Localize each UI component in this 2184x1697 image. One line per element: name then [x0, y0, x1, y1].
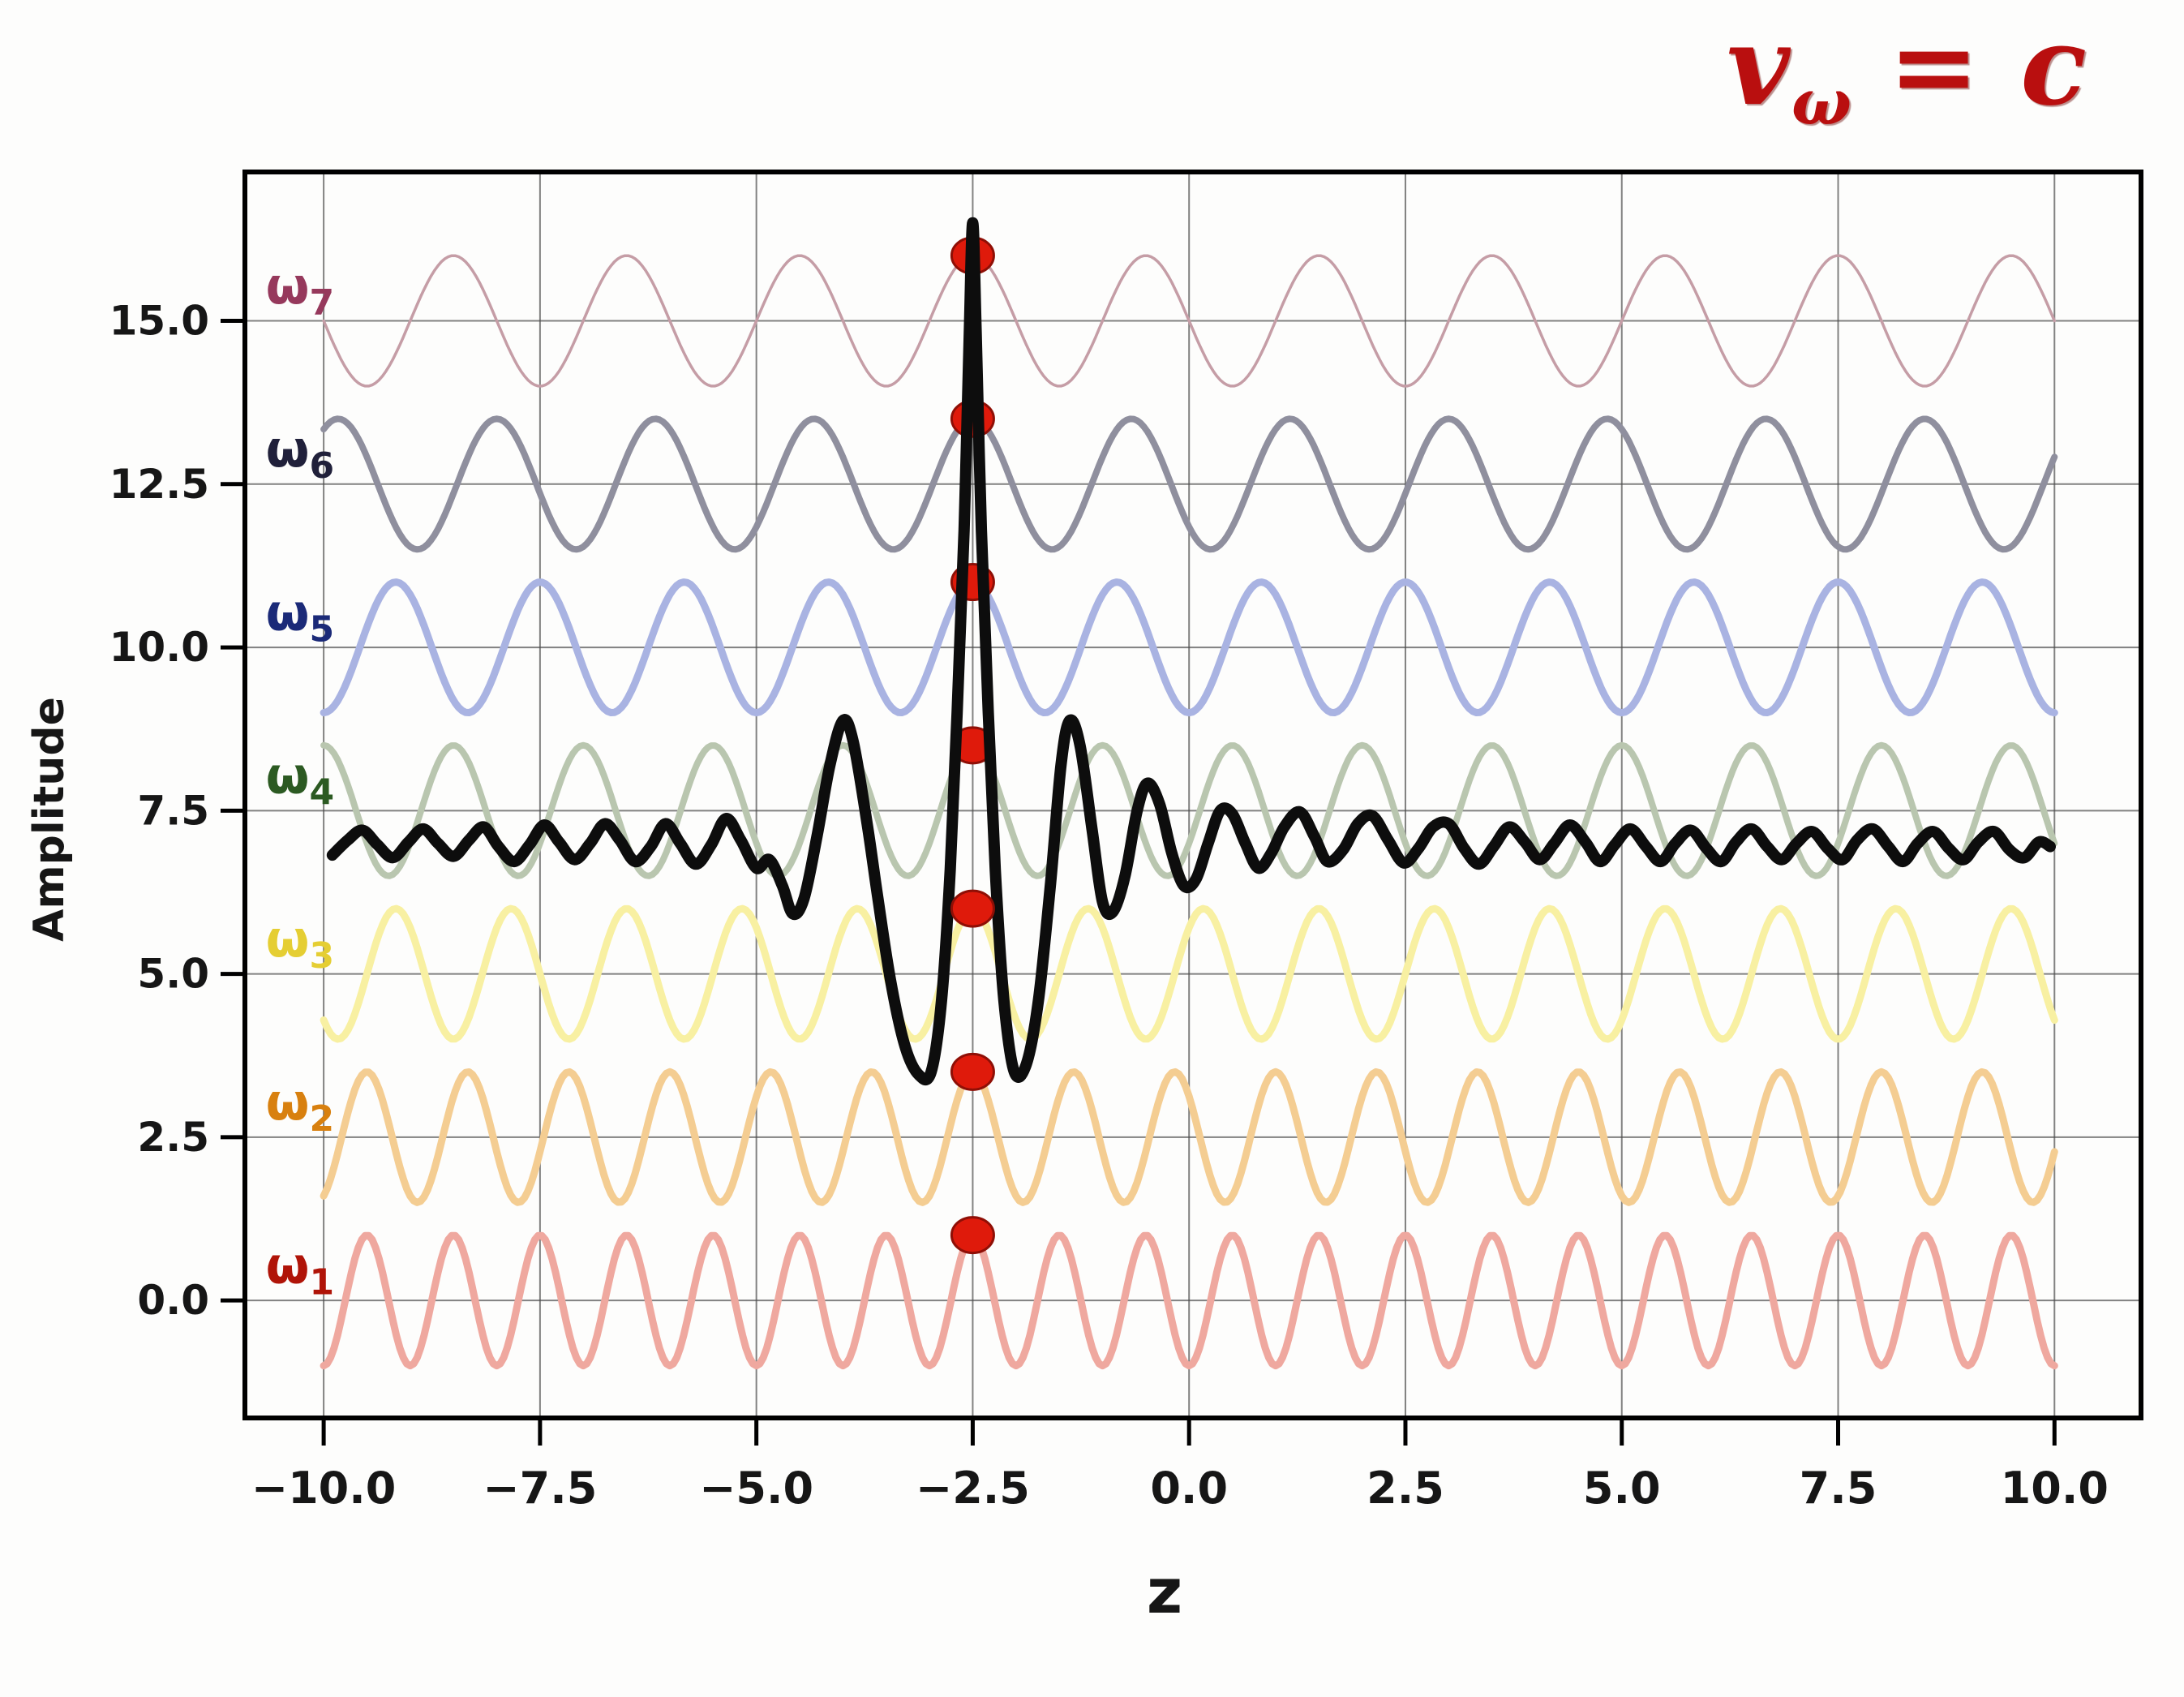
wave-packet-curve	[326, 217, 2056, 1085]
wave-label-omega-1: ω1	[266, 1235, 335, 1303]
y-tick-label: 0.0	[137, 1277, 209, 1324]
y-tick-label: 2.5	[137, 1114, 209, 1161]
wave-label-omega-3: ω3	[266, 909, 335, 977]
packet-curve-superposition	[326, 217, 2056, 1085]
phase-marker-dot	[950, 889, 995, 928]
x-tick-label: 5.0	[1583, 1463, 1661, 1514]
axis-ticks: −10.0 −7.5 −5.0 −2.5 0.0 2.5 5.0 7.5 10.0 0.0 2.5 5…	[109, 298, 2109, 1514]
wave-label-omega-6: ω6	[266, 419, 335, 487]
x-tick-label: 2.5	[1367, 1463, 1444, 1514]
x-axis-title: z	[1147, 1555, 1182, 1627]
title-equals-c: = c	[1888, 2, 2088, 130]
y-tick-label: 12.5	[109, 461, 209, 508]
wave-omega-3	[320, 904, 2058, 1043]
phase-marker-dot	[950, 1052, 995, 1091]
wave-omega-5	[320, 578, 2058, 717]
y-tick-label: 15.0	[109, 298, 209, 345]
wave-label-omega-7: ω7	[266, 256, 335, 324]
plot-frame	[242, 170, 2143, 1420]
x-tick-label: −2.5	[916, 1463, 1030, 1514]
x-tick-label: −7.5	[483, 1463, 597, 1514]
wave-omega-1	[320, 1231, 2058, 1370]
title-variable: v	[1727, 2, 1792, 130]
title-subscript-omega: ω	[1791, 65, 1854, 140]
y-tick-label: 10.0	[109, 624, 209, 671]
x-tick-label: −5.0	[699, 1463, 813, 1514]
y-axis-title: Amplitude	[25, 697, 74, 942]
gridlines	[245, 172, 2141, 1418]
wave-label-omega-4: ω4	[266, 746, 335, 814]
phase-marker-dots-over	[950, 889, 995, 1255]
wave-labels: ω1 ω2 ω3 ω4 ω5 ω6 ω7	[266, 256, 335, 1304]
wave-omega-7	[322, 254, 2057, 388]
y-tick-label: 7.5	[137, 787, 209, 834]
x-tick-label: 0.0	[1150, 1463, 1228, 1514]
component-waves	[320, 254, 2058, 1370]
plot-border	[242, 170, 2143, 1420]
wave-label-omega-5: ω5	[266, 582, 335, 650]
wave-label-omega-2: ω2	[266, 1072, 335, 1140]
y-tick-label: 5.0	[137, 951, 209, 998]
x-tick-label: 7.5	[1800, 1463, 1877, 1514]
plot-title: vω = c	[1727, 2, 2088, 140]
x-tick-label: 10.0	[2001, 1463, 2109, 1514]
phase-marker-dot	[950, 1216, 995, 1255]
wave-omega-2	[320, 1068, 2058, 1206]
x-tick-label: −10.0	[251, 1463, 396, 1514]
wave-omega-4	[320, 741, 2058, 879]
wave-omega-6	[320, 415, 2058, 553]
